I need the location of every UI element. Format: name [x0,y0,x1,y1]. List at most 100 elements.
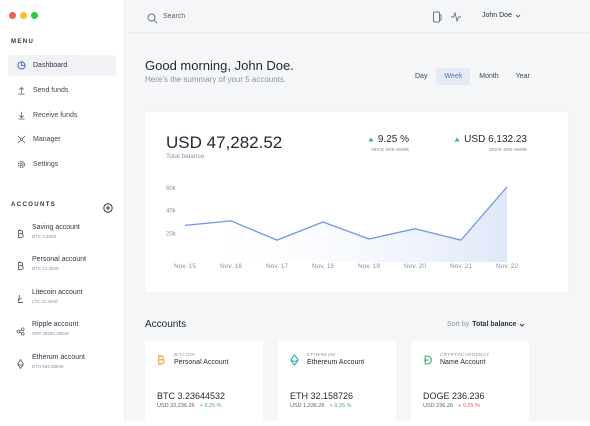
gear-icon [16,160,26,170]
account-name: Ethereum Account [307,359,364,366]
account-change: + 9.25 % [458,403,480,409]
sidebar-item-label: Receive funds [33,112,77,119]
receive-icon [16,110,26,120]
sidebar-account-ripple[interactable]: Ripple account XRP 38283.38849 [16,320,120,352]
minimize-window-button[interactable] [20,12,27,19]
y-tick-label: 20k [166,231,177,237]
ripple-icon [16,325,25,337]
account-name: Saving account [32,223,80,233]
user-menu[interactable]: John Doe [482,12,521,19]
sort-value: Total balance [472,321,516,328]
account-type: ETHEREUM [307,352,335,357]
add-account-button[interactable] [103,200,113,210]
window-controls [9,12,38,19]
x-tick-label: Nov. 21 [450,263,472,270]
account-type: BITCOIN [174,352,195,357]
account-card-personal[interactable]: BITCOIN Personal Account BTC 3.23644532 … [145,341,263,426]
menu-title: MENU [11,39,34,45]
x-tick-label: Nov. 22 [496,263,518,270]
maximize-window-button[interactable] [31,12,38,19]
x-tick-label: Nov. 18 [312,263,334,270]
sidebar-item-settings[interactable]: Settings [8,154,116,175]
search-input[interactable] [163,11,363,22]
sidebar-item-label: Settings [33,161,58,168]
sidebar-menu: Dashboard Send funds Receive funds Manag… [8,55,116,179]
x-tick-label: Nov. 17 [266,263,288,270]
account-type: CRYPTOCURRENCY [440,352,490,357]
sidebar-item-label: Send funds [33,87,68,94]
account-name: Personal Account [174,359,228,366]
topbar: John Doe [125,0,590,33]
account-balance: ETH 32.158726 [290,391,353,401]
account-usd-value: USD 1,236.26 [290,403,325,409]
activity-icon[interactable] [450,10,462,22]
account-balance: LTC 31.4948 [32,298,83,305]
main-content: John Doe Good morning, John Doe. Here's … [125,0,590,421]
y-tick-label: 40k [166,209,177,215]
time-range-tabs: Day Week Month Year [407,68,539,85]
account-card-name[interactable]: CRYPTOCURRENCY Name Account DOGE 236.236… [411,341,529,426]
greeting-title: Good morning, John Doe. [145,58,294,73]
account-balance: DOGE 236.236 [423,391,485,401]
ethereum-icon [290,353,300,365]
sort-label: Sort by [447,321,469,328]
bitcoin-icon [157,353,167,365]
sidebar-account-litecoin[interactable]: Litecoin account LTC 31.4948 [16,288,120,320]
account-name: Name Account [440,359,486,366]
user-name: John Doe [482,12,512,19]
tab-week[interactable]: Week [436,68,470,85]
account-change: + 9.25 % [330,403,352,409]
x-tick-label: Nov. 20 [404,263,426,270]
sidebar-item-manager[interactable]: Manager [8,129,116,150]
sort-dropdown[interactable]: Sort by Total balance [447,321,525,328]
account-usd-value: USD 32,236.26 [157,403,195,409]
account-balance: BTC 3.23644532 [157,391,225,401]
account-name: Personal account [32,255,86,265]
chevron-down-icon [515,13,521,19]
account-name: Litecoin account [32,288,83,298]
sidebar-item-send-funds[interactable]: Send funds [8,80,116,101]
account-card-ethereum[interactable]: ETHEREUM Ethereum Account ETH 32.158726 … [278,341,396,426]
chart-area [185,187,507,262]
account-balance: XRP 38283.38849 [32,330,78,337]
bitcoin-icon [16,260,25,272]
sidebar-account-etherum[interactable]: Etherum account ETH 583.38849 [16,353,120,385]
account-name: Ripple account [32,320,78,330]
sidebar-item-label: Dashboard [33,62,67,69]
sidebar-account-saving[interactable]: Saving account BTC 0.4938 [16,223,120,255]
sidebar-accounts-list: Saving account BTC 0.4938 Personal accou… [16,223,120,385]
account-name: Etherum account [32,353,85,363]
send-icon [16,85,26,95]
dogecoin-icon [423,353,433,365]
tab-day[interactable]: Day [407,68,435,85]
ethereum-icon [16,358,25,370]
sidebar-item-receive-funds[interactable]: Receive funds [8,105,116,126]
sidebar-item-dashboard[interactable]: Dashboard [8,55,116,76]
accounts-section-title: Accounts [145,319,186,330]
accounts-title: ACCOUNTS [11,202,56,208]
plus-circle-icon [103,203,113,213]
account-usd-value: USD 236.26 [423,403,453,409]
dashboard-icon [16,61,26,71]
chevron-down-icon [519,322,525,328]
greeting-subtitle: Here's the summary of your 5 accounts. [145,75,286,84]
tab-year[interactable]: Year [508,68,538,85]
x-tick-label: Nov. 16 [220,263,242,270]
sidebar-account-personal[interactable]: Personal account BTC 12.3945 [16,255,120,287]
sidebar: MENU Dashboard Send funds Receive funds [0,0,125,421]
manager-icon [16,135,26,145]
balance-chart-card: USD 47,282.52 Total balance 9.25 % since… [145,112,568,292]
search-icon [147,11,158,22]
account-balance: ETH 583.38849 [32,363,85,370]
bitcoin-icon [16,228,25,240]
x-tick-label: Nov. 15 [174,263,196,270]
y-tick-label: 60k [166,186,177,192]
balance-line-chart: 60k 40k 20k Nov. 15 Nov. 16 Nov. 17 Nov. 18 Nov… [145,112,568,292]
account-balance: BTC 0.4938 [32,233,80,240]
tab-month[interactable]: Month [471,68,506,85]
close-window-button[interactable] [9,12,16,19]
account-balance: BTC 12.3945 [32,265,86,272]
litecoin-icon [16,293,25,305]
mobile-icon[interactable] [431,10,443,22]
